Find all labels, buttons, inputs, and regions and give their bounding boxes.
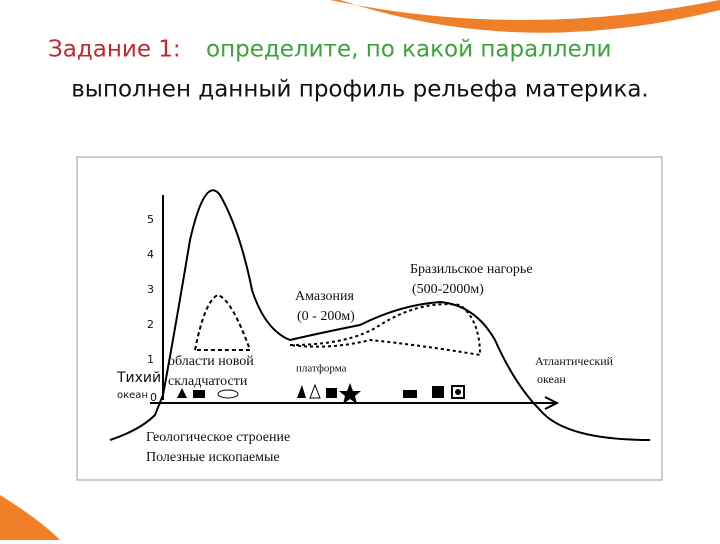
platform-structure xyxy=(289,303,482,357)
label: складчатости xyxy=(168,374,248,389)
label: Геологическое строение xyxy=(146,430,290,445)
axis-label: 0 xyxy=(150,391,157,404)
label: Бразильское нагорье xyxy=(410,262,533,277)
label: океан xyxy=(117,390,148,401)
label: Полезные ископаемые xyxy=(146,450,280,465)
fold-structure xyxy=(193,293,252,351)
axis-label: 2 xyxy=(147,318,154,331)
label: океан xyxy=(537,372,566,386)
title-prefix: Задание 1: xyxy=(48,37,181,63)
axis-label: 1 xyxy=(147,353,154,366)
label: Тихий xyxy=(116,370,161,386)
label: области новой xyxy=(168,354,254,369)
label: (500-2000м) xyxy=(412,282,484,297)
label: Атлантический xyxy=(535,354,614,368)
title-line2: выполнен данный профиль рельефа материка… xyxy=(71,77,649,103)
label: Амазония xyxy=(295,289,355,304)
relief-profile xyxy=(109,189,651,441)
axis-label: 5 xyxy=(147,213,154,226)
axis-label: 4 xyxy=(147,248,154,261)
axis-label: 3 xyxy=(147,283,154,296)
decor-top xyxy=(330,0,720,33)
label: (0 - 200м) xyxy=(297,309,355,324)
title-green: определите, по какой параллели xyxy=(206,37,611,63)
axes xyxy=(150,195,560,410)
decor-bottom xyxy=(0,495,60,540)
mineral-icons xyxy=(177,383,465,404)
label: платформа xyxy=(296,363,347,375)
